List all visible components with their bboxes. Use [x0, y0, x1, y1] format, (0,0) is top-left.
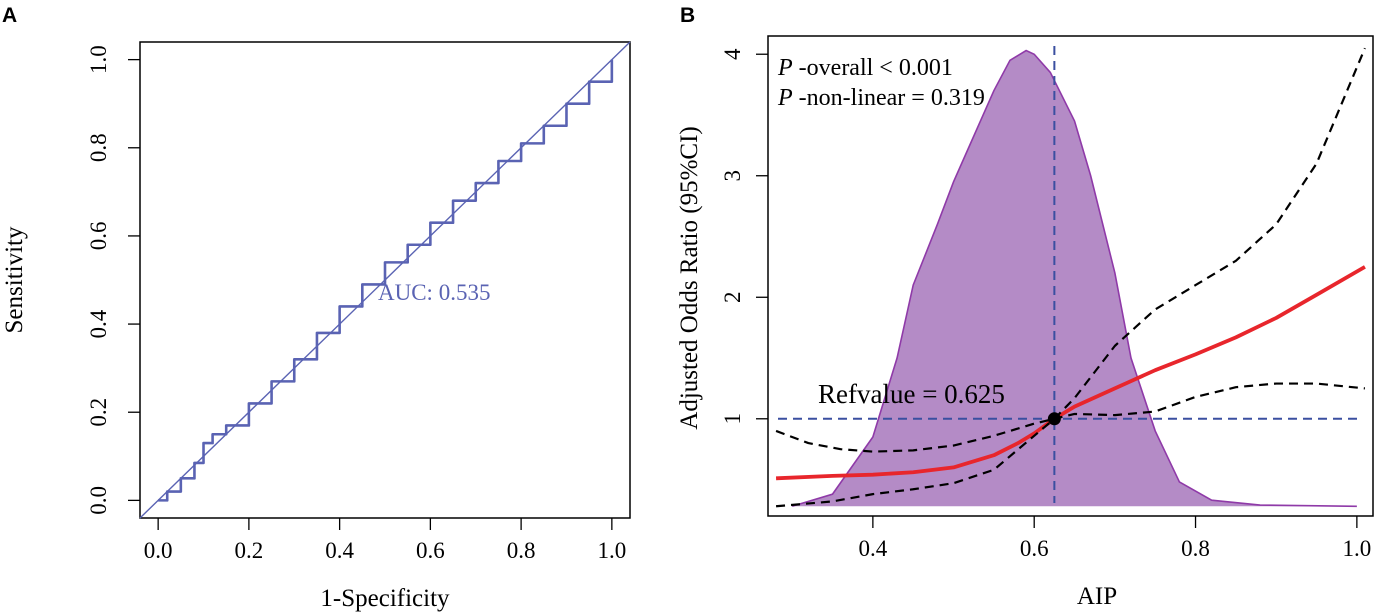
panel-a-y-tick-label: 0.0	[86, 486, 111, 515]
panel-b-x-axis: 0.4 0.6 0.8 1.0	[858, 516, 1371, 561]
panel-a-x-tick-label: 0.2	[235, 538, 264, 563]
panel-b-reference-lines	[778, 46, 1363, 503]
panel-b-density	[791, 49, 1357, 508]
panel-a-y-tick-label: 0.6	[86, 222, 111, 251]
panel-a-y-axis-label: Sensitivity	[1, 226, 28, 333]
panel-a-y-tick-label: 0.8	[86, 133, 111, 162]
p-overall-text: -overall < 0.001	[793, 55, 953, 81]
panel-b-plot-frame	[767, 35, 1374, 517]
panel-b-y-tick-label: 4	[720, 48, 745, 60]
panel-b-label: B	[680, 4, 695, 27]
p-nonlinear-annotation: P -non-linear = 0.319	[777, 85, 985, 111]
panel-b-x-tick-label: 0.4	[858, 536, 887, 561]
panel-b-density-outline	[791, 49, 1357, 508]
refvalue-annotation: Refvalue = 0.625	[818, 379, 1005, 409]
panel-a-x-axis: 0.0 0.2 0.4 0.6 0.8 1.0	[144, 518, 626, 563]
panel-a-label: A	[2, 4, 17, 27]
panel-b-x-tick-label: 1.0	[1342, 536, 1371, 561]
p-nonlinear-text: -non-linear = 0.319	[793, 85, 985, 111]
panel-a-plot-frame	[139, 41, 631, 519]
panel-a: A 0.0 0.2 0.4 0.6 0.8 1.0 0.00.20.40.60.81.0 …	[1, 4, 631, 612]
panel-a-y-tick-label: 1.0	[86, 45, 111, 74]
panel-a-x-tick-label: 1.0	[597, 538, 626, 563]
p-nonlinear-italic: P	[777, 85, 793, 111]
panel-a-x-tick-label: 0.8	[507, 538, 536, 563]
panel-b-x-axis-label: AIP	[1077, 583, 1117, 610]
panel-a-auc-annotation: AUC: 0.535	[378, 280, 490, 305]
panel-a-x-tick-label: 0.0	[144, 538, 173, 563]
panel-a-series	[139, 41, 631, 519]
panel-b-x-tick-label: 0.8	[1181, 536, 1210, 561]
panel-a-roc-curve	[158, 59, 614, 502]
panel-b-reference-point	[1047, 412, 1061, 426]
panel-a-y-tick-label: 0.2	[86, 398, 111, 427]
panel-a-x-tick-label: 0.4	[325, 538, 354, 563]
panel-b: B 0.4 0.6 0.8 1.0 1 2 3 4 P -overall < 0.001 P…	[676, 4, 1374, 610]
panel-b-y-tick-label: 2	[720, 292, 745, 304]
panel-b-y-axis: 1 2 3 4	[720, 48, 768, 425]
panel-b-density-area	[792, 50, 1357, 507]
panel-b-x-tick-label: 0.6	[1020, 536, 1049, 561]
panel-b-y-axis-label: Adjusted Odds Ratio (95%CI)	[676, 126, 703, 429]
p-overall-italic: P	[777, 55, 793, 81]
panel-b-y-tick-label: 3	[720, 170, 745, 182]
panel-a-x-tick-label: 0.6	[416, 538, 445, 563]
panel-a-x-axis-label: 1-Specificity	[320, 585, 450, 612]
panel-a-y-tick-label: 0.4	[86, 309, 111, 338]
p-overall-annotation: P -overall < 0.001	[777, 55, 953, 81]
panel-b-series	[775, 47, 1366, 508]
panel-a-y-axis: 0.0 0.2 0.4 0.6 0.8 1.0	[86, 45, 140, 515]
panel-b-y-tick-label: 1	[720, 413, 745, 425]
